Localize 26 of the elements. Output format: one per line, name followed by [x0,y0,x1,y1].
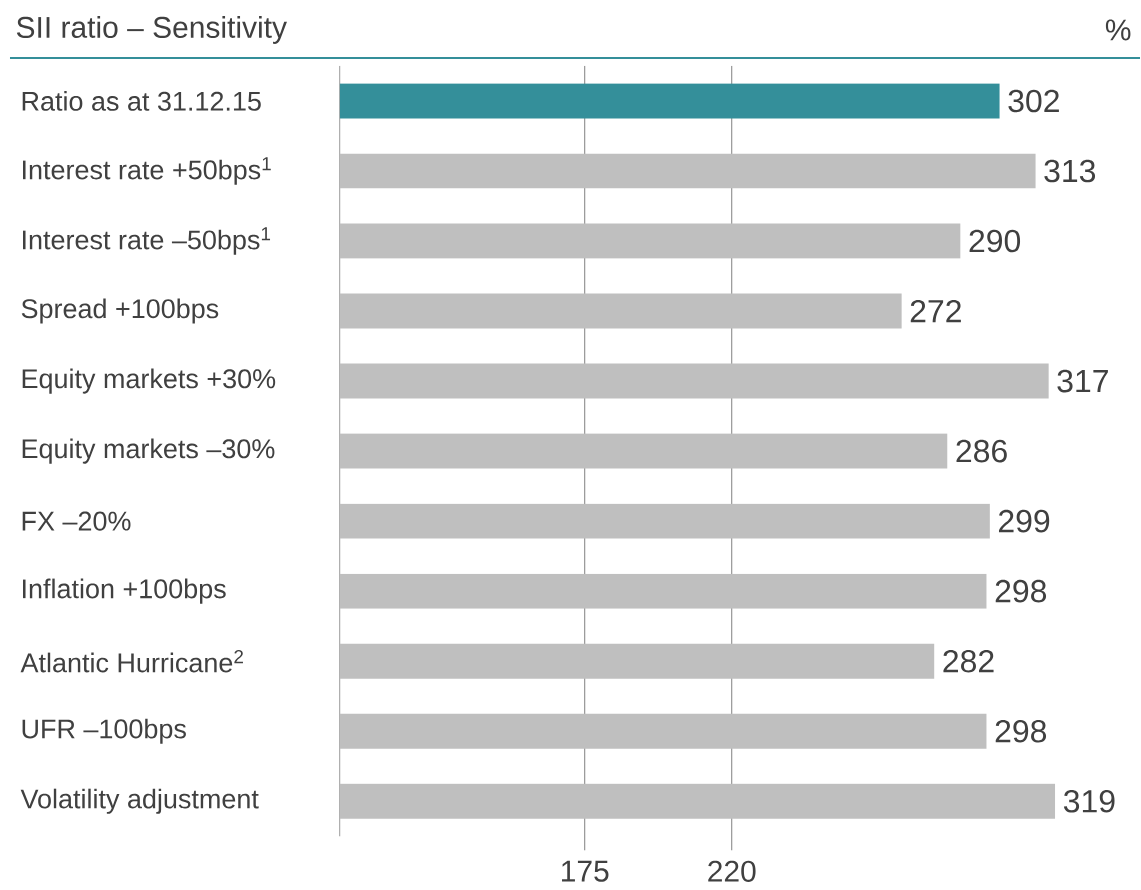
data-label: 298 [995,719,1047,743]
ref-line-label: 220 [708,860,756,882]
y-tick-label: Volatility adjustment [20,788,259,814]
data-label: 317 [1057,369,1108,393]
y-tick-label: Equity markets –30% [22,438,275,464]
data-label: 319 [1063,789,1115,813]
y-tick-label: Interest rate –50bps$^{1}$ [23,227,271,255]
y-tick-label: Interest rate +50bps$^{1}$ [23,157,271,185]
ref-line-label: 175 [562,860,609,882]
y-tick-label: Inflation +100bps [23,578,226,604]
chart-title: SII ratio – Sensitivity [16,15,287,44]
data-label: 298 [995,579,1047,603]
y-tick-label: Spread +100bps [21,298,219,324]
data-label: 272 [910,299,961,323]
y-tick-label: FX –20% [22,511,131,531]
data-label: 290 [969,229,1021,253]
y-tick-label: Equity markets +30% [22,368,276,394]
data-label: 286 [956,439,1007,463]
text: % [1105,19,1131,41]
data-label: 299 [998,509,1050,533]
data-label: 313 [1044,159,1096,183]
y-tick-label: Atlantic Hurricane$^{2}$ [20,649,243,673]
data-label: 282 [943,649,994,673]
data-label: 302 [1008,89,1059,113]
y-tick-label: Ratio as at 31.12.15 [22,90,261,111]
y-tick-label: UFR –100bps [22,718,186,744]
